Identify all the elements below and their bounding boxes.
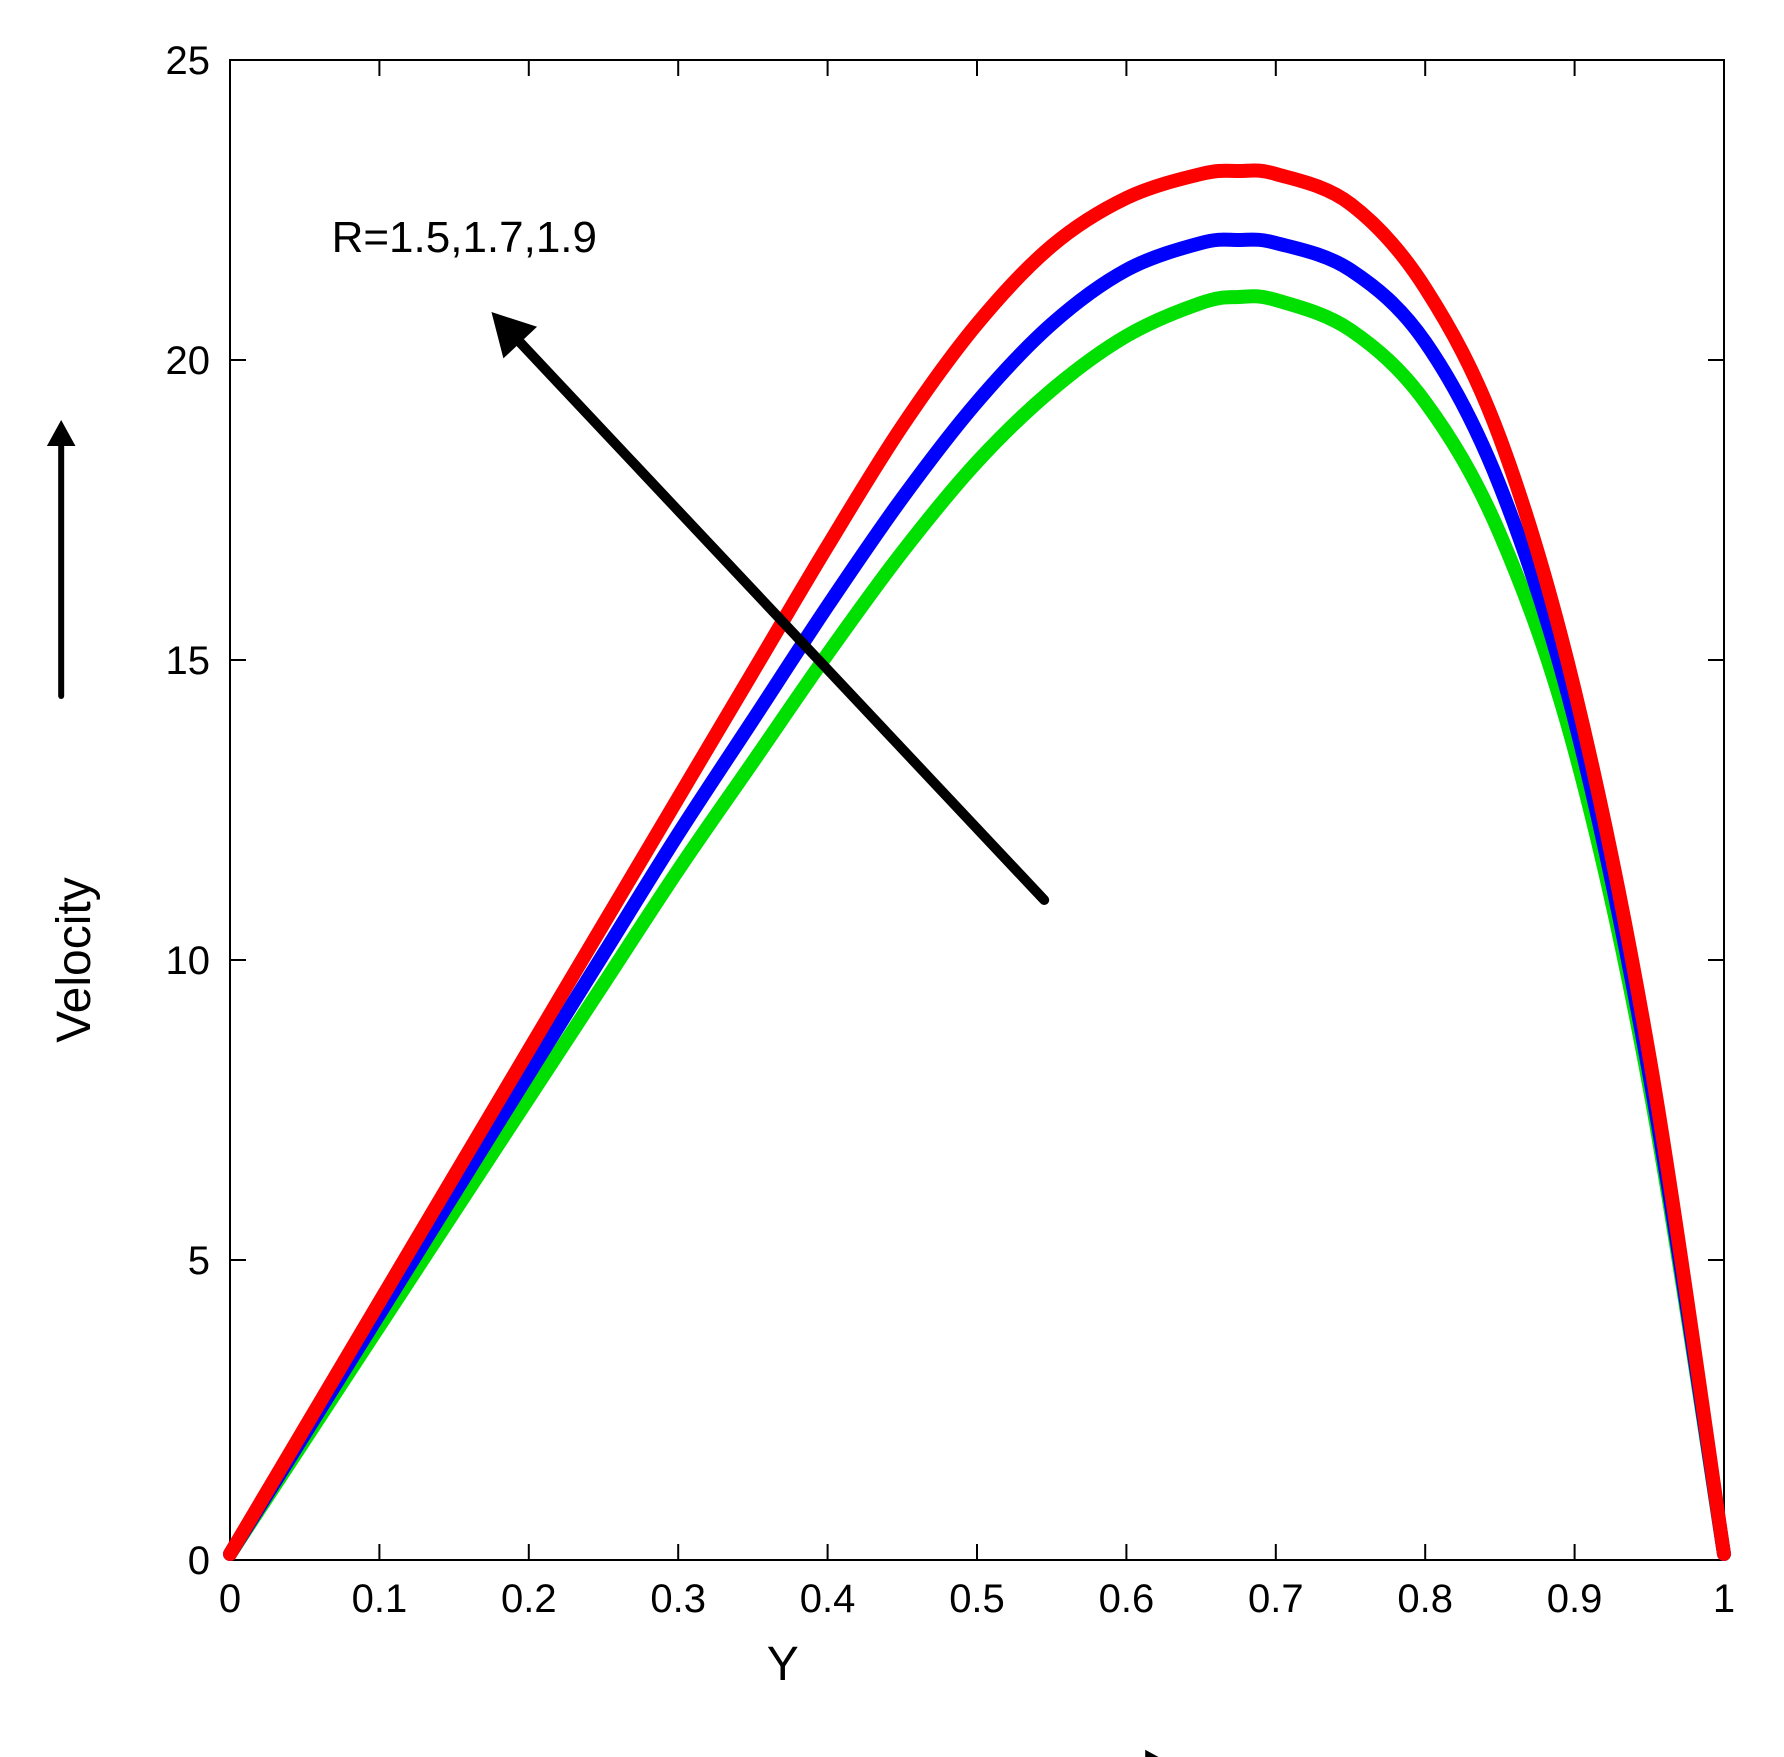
velocity-chart: 00.10.20.30.40.50.60.70.80.910510152025R…	[0, 0, 1784, 1757]
ytick-label: 25	[166, 39, 211, 83]
plot-border	[230, 60, 1724, 1560]
xtick-label: 0.3	[650, 1577, 706, 1621]
xtick-label: 0.2	[501, 1577, 557, 1621]
xtick-label: 0.1	[352, 1577, 408, 1621]
xtick-label: 0	[219, 1577, 241, 1621]
ytick-label: 0	[188, 1539, 210, 1583]
y-axis-arrow-icon-head	[47, 420, 76, 446]
x-axis-arrow-icon-head	[1145, 1750, 1171, 1757]
annotation-label: R=1.5,1.7,1.9	[332, 213, 597, 262]
xtick-label: 0.5	[949, 1577, 1005, 1621]
y-axis-label: Velocity	[48, 877, 101, 1042]
chart-svg: 00.10.20.30.40.50.60.70.80.910510152025R…	[0, 0, 1784, 1757]
xtick-label: 0.9	[1547, 1577, 1603, 1621]
ytick-label: 5	[188, 1239, 210, 1283]
xtick-label: 0.8	[1397, 1577, 1453, 1621]
xtick-label: 1	[1713, 1577, 1735, 1621]
ytick-label: 15	[166, 639, 211, 683]
xtick-label: 0.4	[800, 1577, 856, 1621]
x-axis-label: Y	[767, 1638, 799, 1691]
xtick-label: 0.6	[1099, 1577, 1155, 1621]
ytick-label: 10	[166, 939, 211, 983]
xtick-label: 0.7	[1248, 1577, 1304, 1621]
ytick-label: 20	[166, 339, 211, 383]
